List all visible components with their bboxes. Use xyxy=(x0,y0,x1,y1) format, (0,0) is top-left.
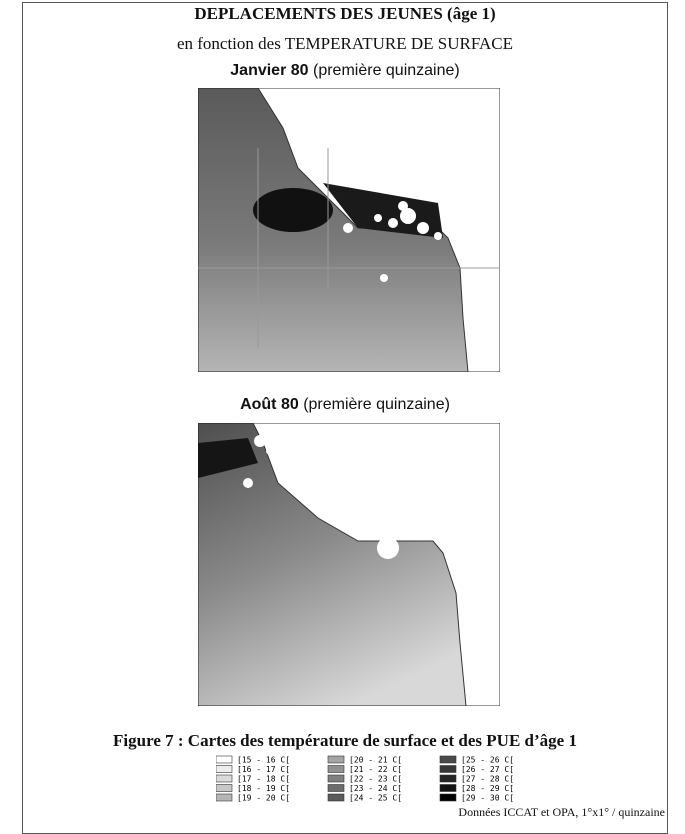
legend-swatch xyxy=(216,766,232,773)
map-title: Janvier 80 (première quinzaine) xyxy=(22,62,668,80)
page: DEPLACEMENTS DES JEUNES (âge 1) en fonct… xyxy=(0,0,685,821)
legend-swatch xyxy=(216,785,232,792)
map-title-bold: Août 80 xyxy=(240,396,299,413)
legend: [15 - 16 C[[16 - 17 C[[17 - 18 C[[18 - 1… xyxy=(216,755,556,805)
legend-label: [23 - 24 C[ xyxy=(349,784,402,793)
map-title-rest: (première quinzaine) xyxy=(303,396,450,413)
legend-label: [22 - 23 C[ xyxy=(349,775,402,784)
map-title-bold: Janvier 80 xyxy=(230,62,308,79)
legend-label: [29 - 30 C[ xyxy=(461,794,514,803)
legend-swatch xyxy=(328,756,344,763)
legend-swatch xyxy=(328,785,344,792)
map-january xyxy=(198,88,500,372)
legend-swatch xyxy=(216,756,232,763)
legend-label: [17 - 18 C[ xyxy=(237,775,290,784)
legend-label: [28 - 29 C[ xyxy=(461,784,514,793)
legend-swatch xyxy=(440,775,456,782)
legend-label: [21 - 22 C[ xyxy=(349,765,402,774)
legend-label: [25 - 26 C[ xyxy=(461,756,514,765)
legend-label: [24 - 25 C[ xyxy=(349,794,402,803)
legend-swatch xyxy=(440,766,456,773)
map-title: Août 80 (première quinzaine) xyxy=(22,396,668,414)
legend-label: [20 - 21 C[ xyxy=(349,756,402,765)
legend-label: [18 - 19 C[ xyxy=(237,784,290,793)
legend-swatch xyxy=(216,794,232,801)
legend-swatch xyxy=(328,794,344,801)
legend-label: [19 - 20 C[ xyxy=(237,794,290,803)
legend-swatch xyxy=(328,775,344,782)
caption: Figure 7 : Cartes des température de sur… xyxy=(22,731,668,751)
legend-swatch xyxy=(440,756,456,763)
legend-label: [16 - 17 C[ xyxy=(237,765,290,774)
subtitle: en fonction des TEMPERATURE DE SURFACE xyxy=(22,34,668,54)
legend-label: [15 - 16 C[ xyxy=(237,756,290,765)
map-august xyxy=(198,423,500,706)
legend-label: [27 - 28 C[ xyxy=(461,775,514,784)
legend-swatch xyxy=(216,775,232,782)
legend-label: [26 - 27 C[ xyxy=(461,765,514,774)
legend-swatch xyxy=(440,785,456,792)
legend-swatch xyxy=(328,766,344,773)
footer: Données ICCAT et OPA, 1°x1° / quinzaine xyxy=(458,805,665,820)
legend-swatch xyxy=(440,794,456,801)
map-title-rest: (première quinzaine) xyxy=(313,62,460,79)
title: DEPLACEMENTS DES JEUNES (âge 1) xyxy=(22,4,668,24)
